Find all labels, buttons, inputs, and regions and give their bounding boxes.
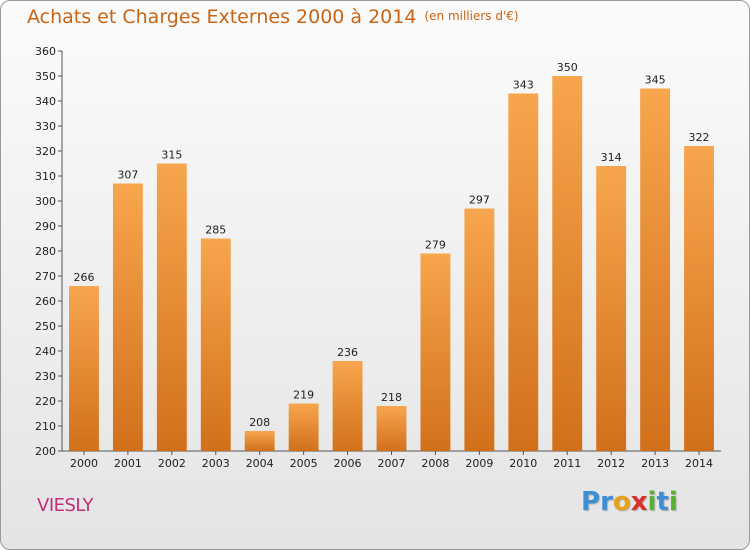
- value-label-2009: 297: [469, 194, 490, 207]
- bar-2006: [332, 361, 363, 451]
- x-tick-label-2007: 2007: [378, 457, 406, 470]
- x-tick-label-2000: 2000: [70, 457, 98, 470]
- value-label-2012: 314: [601, 151, 622, 164]
- commune-name: VIESLY: [37, 495, 94, 516]
- y-tick-label: 230: [35, 370, 56, 383]
- value-label-2008: 279: [425, 239, 446, 252]
- y-tick-label: 260: [35, 295, 56, 308]
- x-tick-label-2009: 2009: [465, 457, 493, 470]
- value-label-2013: 345: [645, 74, 666, 87]
- chart-subtitle: (en milliers d'€): [424, 9, 519, 23]
- bar-2011: [552, 76, 583, 451]
- y-tick-label: 250: [35, 320, 56, 333]
- bar-2000: [69, 286, 99, 451]
- y-tick-label: 270: [35, 270, 56, 283]
- value-label-2001: 307: [117, 169, 138, 182]
- y-tick-label: 290: [35, 220, 56, 233]
- x-tick-label-2008: 2008: [421, 457, 449, 470]
- value-label-2000: 266: [73, 271, 94, 284]
- y-tick-label: 300: [35, 195, 56, 208]
- y-tick-label: 280: [35, 245, 56, 258]
- proxiti-logo: Proxiti: [581, 487, 678, 517]
- chart-title-text: Achats et Charges Externes 2000 à 2014: [27, 6, 417, 28]
- x-tick-label-2013: 2013: [641, 457, 669, 470]
- logo-letter: o: [612, 487, 631, 517]
- value-label-2011: 350: [557, 61, 578, 74]
- value-label-2014: 322: [689, 131, 710, 144]
- bar-2002: [156, 163, 187, 451]
- value-label-2002: 315: [161, 149, 182, 162]
- bar-2007: [376, 406, 407, 451]
- logo-letter: t: [656, 487, 669, 517]
- y-tick-label: 210: [35, 420, 56, 433]
- bar-2009: [464, 208, 495, 451]
- y-tick-label: 320: [35, 145, 56, 158]
- bar-2014: [684, 146, 714, 451]
- value-label-2010: 343: [513, 79, 534, 92]
- logo-letter: i: [668, 487, 678, 517]
- value-label-2004: 208: [249, 416, 270, 429]
- y-tick-label: 310: [35, 170, 56, 183]
- x-tick-label-2010: 2010: [509, 457, 537, 470]
- value-label-2003: 285: [205, 224, 226, 237]
- y-tick-label: 240: [35, 345, 56, 358]
- x-tick-label-2014: 2014: [685, 457, 713, 470]
- value-label-2005: 219: [293, 389, 314, 402]
- bar-2004: [244, 431, 275, 451]
- chart-title: Achats et Charges Externes 2000 à 2014 (e…: [27, 6, 519, 28]
- bar-2010: [508, 93, 539, 451]
- y-tick-label: 350: [35, 70, 56, 83]
- bar-2008: [420, 253, 451, 451]
- x-tick-label-2006: 2006: [334, 457, 362, 470]
- x-axis: 2000 2001 2002 2003 2004 2005 2006 2007 2008 2009…: [70, 451, 713, 470]
- x-tick-label-2003: 2003: [202, 457, 230, 470]
- value-label-2006: 236: [337, 346, 358, 359]
- logo-letter: r: [600, 487, 613, 517]
- bars: [69, 76, 714, 451]
- y-tick-label: 360: [35, 45, 56, 58]
- y-tick-label: 200: [35, 445, 56, 458]
- logo-letter: P: [581, 487, 601, 517]
- bar-2013: [640, 88, 671, 451]
- bar-2001: [112, 183, 143, 451]
- logo-letter: x: [630, 487, 648, 517]
- bar-2012: [596, 166, 627, 451]
- x-tick-label-2001: 2001: [114, 457, 142, 470]
- x-tick-label-2005: 2005: [290, 457, 318, 470]
- y-tick-label: 340: [35, 95, 56, 108]
- value-label-2007: 218: [381, 391, 402, 404]
- y-tick-label: 220: [35, 395, 56, 408]
- y-tick-label: 330: [35, 120, 56, 133]
- x-tick-label-2004: 2004: [246, 457, 274, 470]
- logo-letter: i: [647, 487, 657, 517]
- x-tick-label-2012: 2012: [597, 457, 625, 470]
- x-tick-label-2011: 2011: [553, 457, 581, 470]
- value-labels: 266 307 315 285 208 219 236 218 279 297 343 350 314 3…: [73, 61, 709, 429]
- x-tick-label-2002: 2002: [158, 457, 186, 470]
- bar-2003: [200, 238, 231, 451]
- bar-2005: [288, 403, 319, 451]
